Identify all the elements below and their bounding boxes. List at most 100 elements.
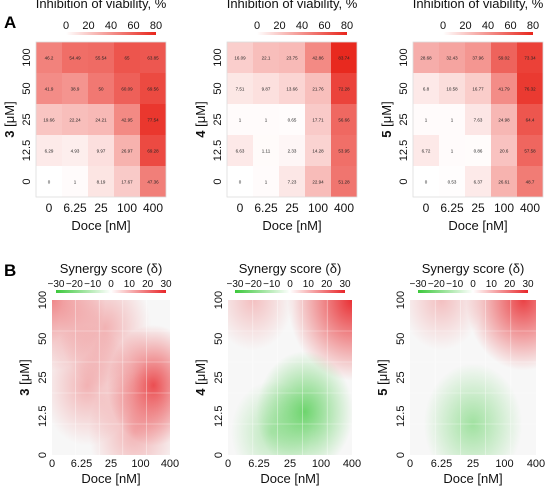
y-tick-label: 100 [398,48,410,66]
heatmap-cell [517,73,543,104]
colorbar-tick-label: 80 [527,20,539,32]
synergy-region [466,300,536,371]
heatmap-cell [140,135,166,166]
cell-value-label: 22.24 [69,118,81,123]
x-axis-label: Doce [nM] [443,471,502,486]
cell-value-label: 0 [239,180,242,185]
chart-b-5: Synergy score (δ) −30 −20 −10 0 10 20 30 0 6.25 25… [375,261,545,486]
cell-value-label: 7.23 [288,180,297,185]
y-tick-label: 12.5 [213,406,225,427]
y-tick-label: 50 [395,333,407,345]
heatmap-cell [305,135,331,166]
cell-value-label: 22.94 [312,180,324,185]
chart-title: Inhibition of viability, % [227,0,358,11]
x-tick-label: 100 [494,201,514,215]
colorbar-tick-label: 30 [522,279,534,290]
cell-value-label: 6.63 [236,149,245,154]
heatmap-cell [305,166,331,197]
colorbar-tick-label: 30 [339,279,351,290]
cell-value-label: 56.66 [338,118,350,123]
y-tick-label: 50 [37,333,49,345]
heatmap-cell [88,104,114,135]
heatmap-cell [36,135,62,166]
colorbar-tick-label: 0 [440,20,446,32]
cell-value-label: 10.58 [446,87,458,92]
heatmap-cell [114,104,140,135]
y-tick-label: 100 [37,291,49,309]
y-tick-label: 25 [398,113,410,125]
synergy-region [52,324,134,446]
y-tick-label: 25 [21,113,33,125]
colorbar [418,290,528,293]
cell-value-label: 28.68 [420,56,432,61]
cell-value-label: 20.6 [500,149,509,154]
cell-value-label: 57.58 [524,149,536,154]
colorbar-tick-label: 10 [486,279,498,290]
cell-value-label: 1 [425,118,428,123]
synergy-region [423,363,523,455]
heatmap-cell [491,73,517,104]
cell-value-label: 69.56 [147,87,159,92]
colorbar [257,32,347,35]
x-tick-label: 400 [527,458,545,470]
compound-number: 3 [17,385,32,396]
colorbar-tick-label: 80 [341,20,353,32]
y-axis-unit: [μM] [193,359,208,385]
cell-value-label: 4.93 [71,149,80,154]
heatmap-cell [227,73,253,104]
cell-value-label: 6.29 [45,149,54,154]
x-tick-label: 6.25 [71,458,92,470]
y-tick-label: 0 [398,178,410,184]
cell-value-label: 1 [74,180,77,185]
x-tick-label: 25 [285,201,299,215]
cell-value-label: 13.66 [286,87,298,92]
colorbar-tick-label: −20 [428,279,445,290]
cell-value-label: 1 [451,118,454,123]
heatmap-cell [517,135,543,166]
cell-value-label: 26.97 [121,149,133,154]
cell-value-label: 16.77 [472,87,484,92]
cell-value-label: 38.9 [71,87,80,92]
x-tick-label: 100 [308,201,328,215]
cell-value-label: 0.86 [474,149,483,154]
colorbar-tick-label: 0 [254,20,260,32]
x-tick-label: 25 [94,201,108,215]
heatmap-cell [439,104,465,135]
y-tick-label: 25 [37,371,49,383]
cell-value-label: 17.71 [312,118,324,123]
colorbar-tick-label: 0 [470,279,476,290]
heatmap-cell [279,135,305,166]
heatmap-cell [491,42,517,73]
y-tick-label: 25 [212,113,224,125]
cell-value-label: 59.02 [498,56,510,61]
y-axis-label: 4 [μM] [193,359,208,395]
heatmap-cell [227,166,253,197]
colorbar-tick-label: 30 [160,279,172,290]
compound-number: 4 [193,127,208,138]
y-tick-label: 12.5 [398,140,410,161]
heatmap-cell [62,166,88,197]
heatmap-cell [413,42,439,73]
cell-value-label: 26.61 [498,180,510,185]
heatmap-cell [413,135,439,166]
colorbar-tick-label: −20 [245,279,262,290]
y-axis-unit: [μM] [2,101,17,127]
cell-value-label: 0 [48,180,51,185]
x-tick-label: 6.25 [63,201,87,215]
heatmap-cell [227,42,253,73]
y-tick-label: 0 [37,452,49,458]
cell-value-label: 37.96 [472,56,484,61]
heatmap-cell [413,104,439,135]
x-tick-label: 25 [105,458,117,470]
colorbar-tick-label: −30 [48,279,65,290]
synergy-region [410,300,483,351]
y-tick-label: 0 [213,452,225,458]
cell-value-label: 50 [98,87,104,92]
y-tick-label: 100 [21,48,33,66]
y-axis-unit: [μM] [17,359,32,385]
colorbar-tick-label: 60 [318,20,330,32]
heatmap-cell [36,42,62,73]
heatmap-cell [439,166,465,197]
cell-value-label: 7.51 [236,87,245,92]
